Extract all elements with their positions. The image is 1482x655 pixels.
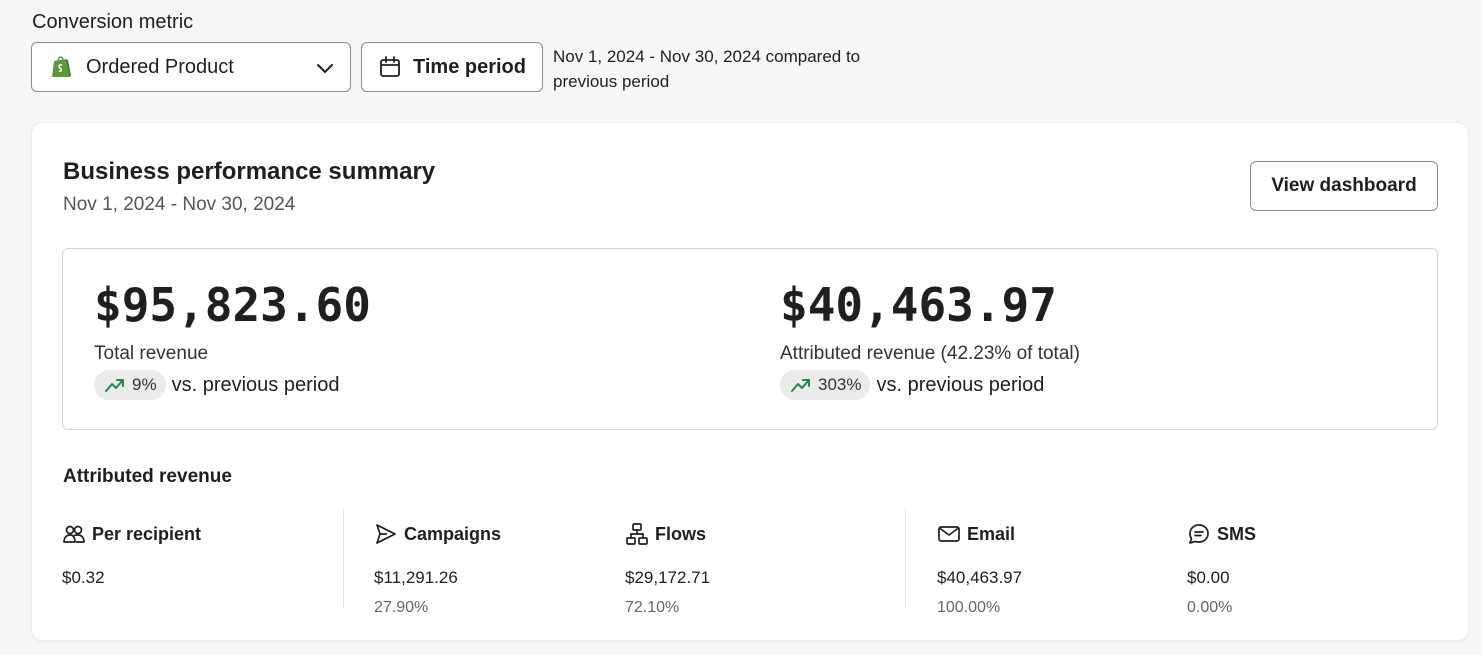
email-column: Email $40,463.97 100.00% [937, 521, 1022, 617]
sms-label: SMS [1217, 523, 1257, 544]
view-dashboard-button[interactable]: View dashboard [1250, 161, 1438, 211]
email-value: $40,463.97 [937, 568, 1023, 587]
flows-value: $29,172.71 [625, 568, 711, 587]
attributed-revenue-title: Attributed revenue [63, 466, 232, 487]
campaigns-label: Campaigns [404, 523, 502, 544]
selected-metric: Ordered Product [86, 55, 234, 78]
sms-value: $0.00 [1187, 568, 1230, 587]
people-icon [63, 525, 85, 543]
flows-percent: 72.10% [625, 599, 680, 616]
trend-up-icon [105, 379, 124, 392]
attributed-revenue-change-suffix: vs. previous period [876, 373, 1045, 396]
revenue-summary-box: $95,823.60 Total revenue 9% vs. previous… [62, 248, 1438, 430]
sms-percent: 0.00% [1187, 599, 1233, 616]
shopify-icon [52, 56, 71, 77]
flow-icon [626, 523, 648, 545]
campaigns-column: Campaigns $11,291.26 27.90% [374, 521, 501, 617]
period-comparison-note: Nov 1, 2024 - Nov 30, 2024 compared to p… [553, 47, 861, 91]
per-recipient-column: Per recipient $0.32 [62, 521, 201, 588]
divider [343, 509, 344, 609]
total-revenue-kpi: $95,823.60 Total revenue 9% vs. previous… [94, 277, 371, 400]
total-revenue-change-suffix: vs. previous period [171, 373, 340, 396]
conversion-metric-label: Conversion metric [32, 11, 194, 33]
total-revenue-change-badge: 9% [94, 370, 166, 400]
calendar-icon [380, 56, 400, 77]
attributed-revenue-amount: $40,463.97 [780, 278, 1057, 332]
per-recipient-value: $0.32 [62, 568, 105, 587]
sms-icon [1189, 524, 1209, 544]
flows-column: Flows $29,172.71 72.10% [625, 521, 710, 617]
chevron-down-icon [317, 64, 333, 74]
per-recipient-label: Per recipient [92, 523, 202, 544]
attributed-revenue-change: 303% [818, 375, 862, 394]
attributed-revenue-kpi: $40,463.97 Attributed revenue (42.23% of… [780, 277, 1080, 400]
campaigns-value: $11,291.26 [374, 568, 458, 587]
send-icon [376, 524, 396, 544]
time-period-button[interactable]: Time period [361, 42, 543, 92]
flows-label: Flows [655, 523, 707, 544]
attributed-revenue-label: Attributed revenue (42.23% of total) [780, 343, 1080, 364]
email-percent: 100.00% [937, 599, 1001, 616]
card-title: Business performance summary [63, 158, 436, 185]
divider [905, 509, 906, 609]
conversion-metric-select[interactable]: Ordered Product [31, 42, 351, 92]
total-revenue-label: Total revenue [94, 343, 209, 364]
card-date-range: Nov 1, 2024 - Nov 30, 2024 [63, 194, 296, 215]
total-revenue-amount: $95,823.60 [94, 278, 371, 332]
trend-up-icon [791, 379, 810, 392]
business-performance-card: Business performance summary Nov 1, 2024… [32, 123, 1468, 640]
email-label: Email [967, 523, 1016, 544]
sms-column: SMS $0.00 0.00% [1187, 521, 1256, 617]
mail-icon [938, 526, 960, 542]
total-revenue-change: 9% [132, 375, 157, 394]
campaigns-percent: 27.90% [374, 599, 429, 616]
attributed-revenue-change-badge: 303% [780, 370, 871, 400]
time-period-label: Time period [413, 55, 526, 78]
